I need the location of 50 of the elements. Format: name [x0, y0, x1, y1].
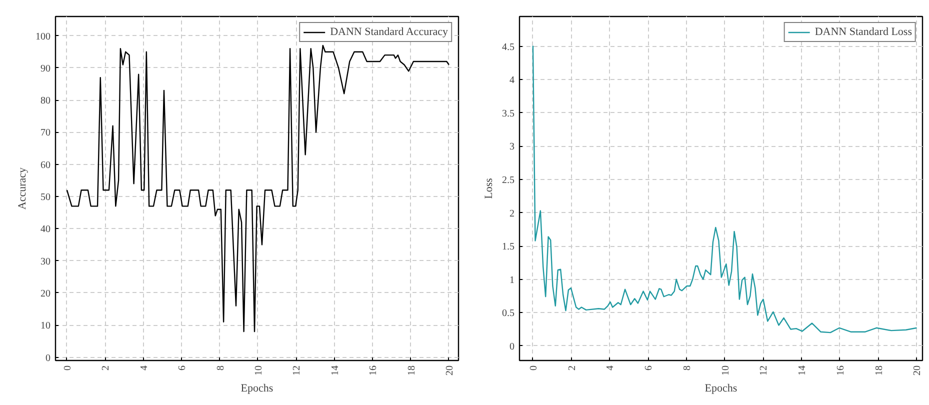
x-tick-label: 20 — [912, 366, 924, 376]
y-tick-label: 10 — [40, 320, 50, 332]
legend-label: DANN Standard Loss — [814, 26, 912, 38]
x-tick-label: 18 — [406, 366, 418, 376]
x-tick-label: 4 — [138, 366, 150, 370]
x-axis-title: Epochs — [240, 382, 274, 394]
x-tick-label: 2 — [566, 366, 578, 370]
x-tick-label: 12 — [758, 366, 770, 376]
x-tick-label: 14 — [330, 366, 341, 376]
line-series — [532, 45, 918, 334]
y-tick-label: 0.5 — [502, 308, 514, 320]
x-tick-label: 8 — [215, 366, 226, 370]
y-axis-title: Loss — [483, 178, 495, 199]
y-tick-label: 100 — [36, 31, 50, 42]
x-tick-label: 2 — [100, 366, 112, 370]
y-tick-label: 4 — [510, 75, 514, 86]
legend-label: DANN Standard Accuracy — [330, 26, 448, 38]
y-tick-label: 2.5 — [502, 175, 514, 186]
x-tick-label: 10 — [720, 366, 732, 376]
y-tick-label: 90 — [40, 63, 50, 74]
x-tick-label: 4 — [605, 366, 616, 370]
line-series — [66, 44, 450, 332]
y-tick-label: 50 — [40, 192, 50, 204]
x-tick-label: 14 — [797, 366, 808, 376]
y-tick-label: 2 — [510, 208, 514, 220]
y-tick-label: 20 — [40, 288, 50, 300]
y-tick-label: 40 — [40, 224, 50, 236]
y-tick-label: 30 — [40, 256, 50, 268]
x-axis-title: Epochs — [704, 382, 738, 394]
y-tick-label: 3 — [510, 142, 514, 153]
x-tick-label: 0 — [62, 366, 74, 370]
y-tick-label: 3.5 — [502, 108, 514, 120]
x-tick-label: 10 — [253, 366, 264, 376]
y-tick-label: 60 — [40, 160, 50, 171]
y-tick-label: 80 — [40, 96, 50, 107]
x-tick-label: 6 — [644, 366, 655, 370]
x-tick-label: 8 — [682, 366, 693, 370]
x-tick-label: 12 — [292, 366, 303, 376]
x-tick-label: 6 — [177, 366, 188, 370]
x-tick-label: 20 — [444, 366, 456, 376]
x-tick-label: 0 — [528, 366, 540, 370]
x-tick-label: 16 — [835, 366, 846, 376]
y-tick-label: 4.5 — [502, 42, 514, 53]
y-tick-label: 1.5 — [502, 242, 514, 253]
x-tick-label: 16 — [368, 366, 380, 376]
x-tick-label: 18 — [874, 366, 885, 376]
y-tick-label: 0 — [510, 341, 514, 352]
y-tick-label: 70 — [40, 128, 50, 139]
y-axis-title: Accuracy — [16, 166, 28, 210]
y-tick-label: 1 — [510, 274, 514, 286]
